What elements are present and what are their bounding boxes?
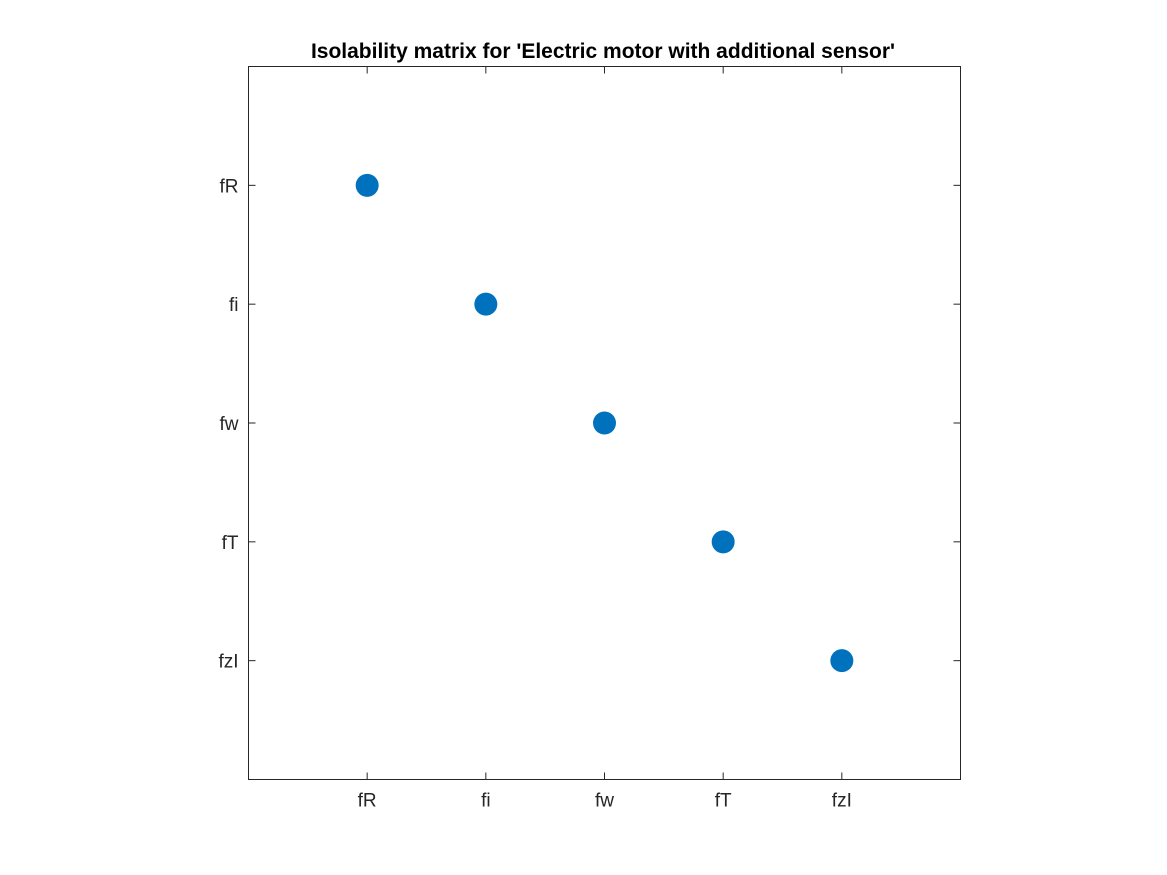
- y-tick-label: fT: [222, 533, 239, 554]
- data-point: [830, 649, 854, 673]
- data-point: [593, 411, 616, 435]
- x-tick-label: fw: [595, 791, 614, 812]
- y-axis-tick-labels: fR fi fw fT fzI: [218, 176, 238, 672]
- x-tick-label: fi: [481, 791, 491, 812]
- y-tick-label: fi: [229, 295, 239, 316]
- x-axis-tick-labels: fR fi fw fT fzI: [358, 791, 852, 812]
- x-tick-label: fR: [358, 791, 377, 812]
- data-points: [355, 173, 854, 673]
- y-tick-label: fR: [220, 176, 239, 197]
- chart-title: Isolability matrix for 'Electric motor w…: [311, 40, 895, 63]
- axis-ticks: [248, 66, 961, 780]
- y-tick-label: fw: [220, 414, 239, 435]
- y-tick-label: fzI: [218, 652, 238, 673]
- data-point: [711, 530, 735, 554]
- data-point: [474, 292, 498, 316]
- x-tick-label: fT: [715, 791, 732, 812]
- data-point: [355, 173, 379, 197]
- x-tick-label: fzI: [832, 791, 852, 812]
